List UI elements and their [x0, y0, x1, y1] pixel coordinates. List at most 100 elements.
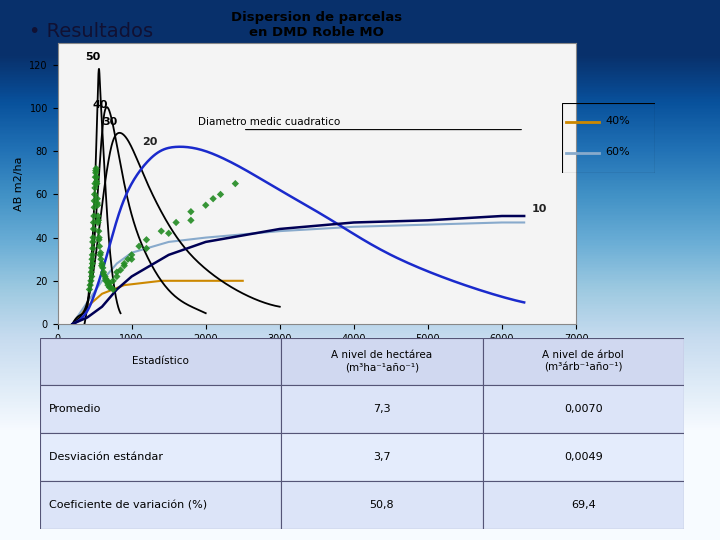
Point	[95, 255, 107, 264]
Point	[86, 272, 97, 281]
Point	[90, 166, 102, 175]
Bar	[482, 338, 684, 386]
Point	[89, 184, 101, 192]
Point	[105, 283, 117, 292]
Text: A nivel de árbol
(m³árb⁻¹año⁻¹): A nivel de árbol (m³árb⁻¹año⁻¹)	[542, 350, 624, 373]
Point	[99, 272, 111, 281]
Bar	[482, 481, 684, 529]
Bar	[40, 433, 282, 481]
Point	[171, 218, 182, 227]
Point	[86, 255, 98, 264]
Point	[215, 190, 226, 199]
Bar	[40, 338, 282, 386]
Point	[185, 216, 197, 225]
Point	[87, 244, 99, 253]
Point	[140, 244, 152, 253]
Bar	[282, 338, 482, 386]
Point	[86, 251, 98, 259]
Point	[111, 268, 122, 276]
Text: 60%: 60%	[606, 147, 630, 157]
Point	[96, 259, 108, 268]
Point	[91, 173, 102, 181]
Point	[102, 276, 113, 285]
Point	[156, 227, 167, 235]
Point	[111, 272, 122, 281]
Point	[97, 264, 109, 272]
Point	[98, 270, 109, 279]
Point	[133, 242, 145, 251]
Text: 10: 10	[531, 204, 547, 214]
Text: Desviación estándar: Desviación estándar	[49, 453, 163, 462]
Bar	[282, 433, 482, 481]
Point	[200, 201, 212, 210]
Text: 0,0070: 0,0070	[564, 404, 603, 414]
Bar	[40, 386, 282, 433]
Point	[104, 279, 115, 287]
Y-axis label: AB m2/ha: AB m2/ha	[14, 157, 24, 211]
Point	[95, 248, 107, 257]
Bar	[40, 481, 282, 529]
Point	[114, 266, 126, 274]
Point	[100, 276, 112, 285]
Point	[104, 283, 115, 292]
Point	[94, 233, 105, 242]
Text: 40%: 40%	[606, 116, 630, 126]
Point	[85, 276, 96, 285]
Point	[107, 276, 119, 285]
Point	[86, 268, 97, 276]
Point	[88, 225, 99, 233]
Point	[84, 285, 95, 294]
Point	[185, 207, 197, 216]
Bar	[482, 433, 684, 481]
Point	[86, 264, 97, 272]
Point	[126, 255, 138, 264]
Text: Estadístico: Estadístico	[132, 356, 189, 367]
Text: 50: 50	[85, 52, 100, 63]
Point	[98, 268, 109, 276]
Point	[88, 218, 99, 227]
Point	[96, 261, 107, 270]
Point	[92, 212, 104, 220]
Point	[207, 194, 219, 203]
Point	[91, 179, 103, 188]
Point	[88, 212, 99, 220]
Text: • Resultados: • Resultados	[29, 22, 153, 40]
Point	[90, 164, 102, 173]
Point	[126, 251, 138, 259]
Point	[93, 235, 104, 244]
Point	[90, 168, 102, 177]
Point	[122, 255, 134, 264]
Point	[94, 242, 105, 251]
Point	[119, 259, 130, 268]
X-axis label: N/ha: N/ha	[302, 349, 331, 362]
Point	[102, 279, 114, 287]
Point	[89, 173, 101, 181]
Text: 50,8: 50,8	[369, 500, 395, 510]
Text: 20: 20	[143, 137, 158, 147]
Point	[89, 203, 100, 212]
Point	[93, 216, 104, 225]
Point	[119, 261, 130, 270]
Point	[92, 201, 104, 210]
Point	[91, 194, 103, 203]
Text: 3,7: 3,7	[373, 453, 391, 462]
Text: 69,4: 69,4	[571, 500, 595, 510]
Text: 7,3: 7,3	[373, 404, 391, 414]
Point	[230, 179, 241, 188]
Point	[140, 235, 152, 244]
Point	[93, 227, 104, 235]
Point	[100, 274, 112, 283]
Text: A nivel de hectárea
(m³ha⁻¹año⁻¹): A nivel de hectárea (m³ha⁻¹año⁻¹)	[331, 350, 433, 373]
Point	[84, 281, 96, 289]
Point	[89, 197, 100, 205]
Text: Diametro medic cuadratico: Diametro medic cuadratico	[198, 117, 341, 127]
Text: 40: 40	[92, 100, 108, 110]
Point	[102, 281, 114, 289]
Bar	[482, 386, 684, 433]
Point	[91, 177, 102, 186]
Point	[92, 218, 104, 227]
Point	[86, 259, 98, 268]
Text: Promedio: Promedio	[49, 404, 102, 414]
Text: Coeficiente de variación (%): Coeficiente de variación (%)	[49, 500, 207, 510]
Point	[107, 285, 119, 294]
